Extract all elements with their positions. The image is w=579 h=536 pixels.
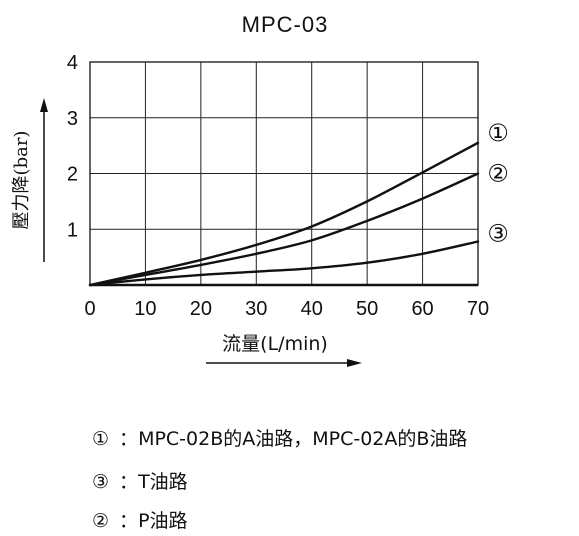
- legend-sep: ：: [119, 471, 139, 493]
- legend-marker: ③: [92, 471, 110, 493]
- x-tick-label: 20: [190, 298, 212, 320]
- series-line-2: [88, 172, 480, 287]
- legend-text: MPC-02B的A油路，MPC-02A的B油路: [138, 428, 468, 450]
- legend-marker: ①: [92, 428, 110, 450]
- legend-item-1: ① ：MPC-02B的A油路，MPC-02A的B油路: [92, 428, 467, 450]
- curve-labels: ① ② ③: [487, 119, 509, 248]
- x-tick-label: 0: [84, 298, 95, 320]
- chart-ticks: 0 10 20 30 40 50 60 70 1 2 3 4: [67, 52, 489, 320]
- y-axis-arrow-head: [40, 98, 48, 112]
- y-axis-title: 壓力降(bar): [11, 131, 32, 230]
- series-line-3: [88, 240, 480, 287]
- legend-text: T油路: [138, 471, 188, 493]
- x-tick-label: 70: [467, 298, 489, 320]
- chart-series: [88, 141, 480, 287]
- y-axis-label: 壓力降(bar): [11, 98, 48, 262]
- chart-title: MPC-03: [242, 12, 329, 37]
- x-axis-title: 流量(L/min): [222, 333, 328, 355]
- curve-label-1: ①: [487, 119, 509, 147]
- legend-text: P油路: [138, 510, 188, 532]
- x-axis-label: 流量(L/min): [206, 333, 362, 367]
- y-tick-label: 3: [67, 108, 78, 130]
- curve-label-3: ③: [487, 220, 509, 248]
- x-tick-label: 60: [411, 298, 433, 320]
- x-tick-label: 10: [134, 298, 156, 320]
- legend-item-3: ② ：P油路: [92, 510, 188, 532]
- x-tick-label: 40: [301, 298, 323, 320]
- x-axis-arrow-head: [347, 359, 362, 367]
- y-tick-label: 1: [67, 219, 78, 241]
- legend-sep: ：: [119, 510, 139, 532]
- y-tick-label: 2: [67, 164, 78, 186]
- x-tick-label: 30: [245, 298, 267, 320]
- legend-item-2: ③ ：T油路: [92, 471, 188, 493]
- x-tick-label: 50: [356, 298, 378, 320]
- curve-label-2: ②: [487, 160, 509, 188]
- series-line-1: [88, 141, 480, 287]
- y-tick-label: 4: [67, 52, 78, 74]
- legend-marker: ②: [92, 510, 110, 532]
- legend-sep: ：: [119, 428, 139, 450]
- chart-grid: [89, 61, 479, 287]
